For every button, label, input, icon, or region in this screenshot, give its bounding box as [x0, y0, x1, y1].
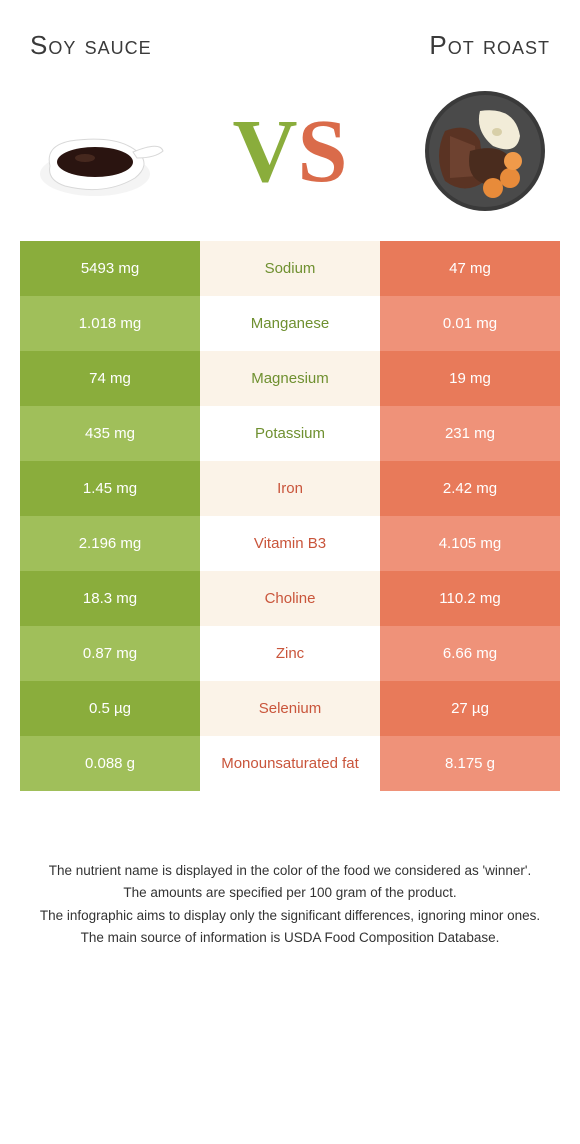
table-row: 0.87 mgZinc6.66 mg	[20, 626, 560, 681]
table-row: 2.196 mgVitamin B34.105 mg	[20, 516, 560, 571]
left-value: 1.018 mg	[20, 296, 200, 351]
right-value: 6.66 mg	[380, 626, 560, 681]
left-value: 0.5 µg	[20, 681, 200, 736]
right-value: 19 mg	[380, 351, 560, 406]
nutrient-label: Choline	[200, 571, 380, 626]
nutrient-label: Iron	[200, 461, 380, 516]
table-row: 435 mgPotassium231 mg	[20, 406, 560, 461]
table-row: 74 mgMagnesium19 mg	[20, 351, 560, 406]
nutrient-label: Magnesium	[200, 351, 380, 406]
right-value: 231 mg	[380, 406, 560, 461]
nutrient-label: Zinc	[200, 626, 380, 681]
footer-line: The nutrient name is displayed in the co…	[20, 861, 560, 881]
right-value: 47 mg	[380, 241, 560, 296]
table-row: 1.018 mgManganese0.01 mg	[20, 296, 560, 351]
nutrient-label: Potassium	[200, 406, 380, 461]
table-row: 0.5 µgSelenium27 µg	[20, 681, 560, 736]
soy-sauce-image	[20, 91, 170, 211]
title-right: Pot roast	[429, 30, 550, 61]
right-value: 27 µg	[380, 681, 560, 736]
nutrient-label: Vitamin B3	[200, 516, 380, 571]
table-row: 18.3 mgCholine110.2 mg	[20, 571, 560, 626]
left-value: 2.196 mg	[20, 516, 200, 571]
nutrient-label: Sodium	[200, 241, 380, 296]
title-left: Soy sauce	[30, 30, 152, 61]
table-row: 5493 mgSodium47 mg	[20, 241, 560, 296]
footer-line: The main source of information is USDA F…	[20, 928, 560, 948]
footer-notes: The nutrient name is displayed in the co…	[0, 791, 580, 970]
left-value: 435 mg	[20, 406, 200, 461]
right-value: 4.105 mg	[380, 516, 560, 571]
right-value: 2.42 mg	[380, 461, 560, 516]
left-value: 0.088 g	[20, 736, 200, 791]
vs-v: V	[232, 102, 297, 201]
nutrient-label: Selenium	[200, 681, 380, 736]
left-value: 74 mg	[20, 351, 200, 406]
table-row: 0.088 gMonounsaturated fat8.175 g	[20, 736, 560, 791]
left-value: 18.3 mg	[20, 571, 200, 626]
right-value: 110.2 mg	[380, 571, 560, 626]
footer-line: The infographic aims to display only the…	[20, 906, 560, 926]
vs-label: VS	[232, 100, 347, 203]
nutrient-label: Manganese	[200, 296, 380, 351]
footer-line: The amounts are specified per 100 gram o…	[20, 883, 560, 903]
table-row: 1.45 mgIron2.42 mg	[20, 461, 560, 516]
left-value: 5493 mg	[20, 241, 200, 296]
nutrient-label: Monounsaturated fat	[200, 736, 380, 791]
vs-s: S	[297, 102, 347, 201]
left-value: 1.45 mg	[20, 461, 200, 516]
right-value: 0.01 mg	[380, 296, 560, 351]
nutrient-table: 5493 mgSodium47 mg1.018 mgManganese0.01 …	[20, 241, 560, 791]
pot-roast-image	[410, 91, 560, 211]
right-value: 8.175 g	[380, 736, 560, 791]
left-value: 0.87 mg	[20, 626, 200, 681]
